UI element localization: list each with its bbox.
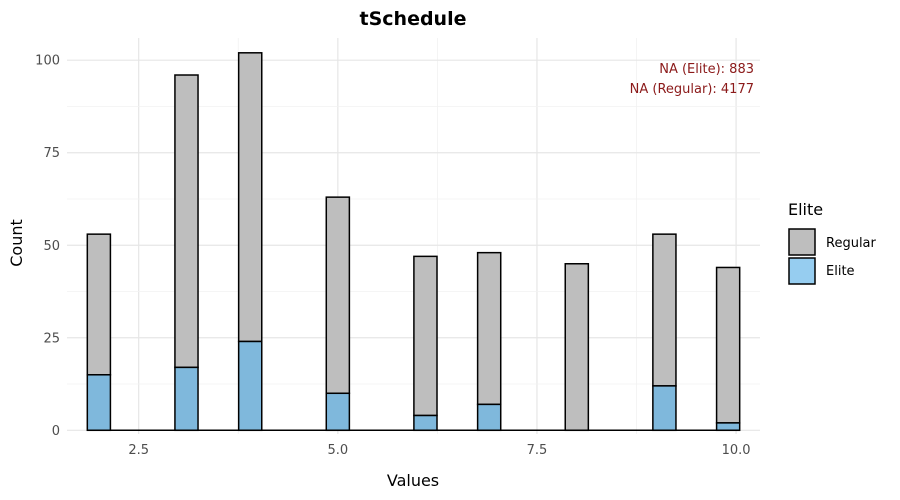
x-tick-label: 7.5: [527, 443, 548, 458]
y-tick-label: 100: [35, 54, 60, 69]
bar-regular: [652, 233, 677, 387]
bar-elite: [325, 392, 351, 432]
bar-elite: [652, 385, 677, 432]
y-tick-label: 75: [43, 146, 60, 161]
x-tick-labels: 2.5 5.0 7.5 10.0: [128, 443, 750, 458]
x-tick-label: 2.5: [128, 443, 149, 458]
bar-elite: [86, 374, 112, 432]
bar-regular: [174, 74, 199, 369]
legend: Elite Regular Elite: [788, 200, 877, 285]
bar-elite: [715, 422, 741, 432]
bar-elite: [237, 340, 263, 432]
x-axis-title: Values: [387, 471, 439, 490]
chart-title: tSchedule: [360, 8, 467, 30]
bar-regular: [325, 196, 351, 395]
legend-title: Elite: [788, 200, 823, 219]
y-tick-label: 0: [52, 424, 60, 439]
bar-regular: [86, 233, 112, 376]
y-tick-label: 50: [43, 239, 60, 254]
y-tick-label: 25: [43, 331, 60, 346]
bar-elite: [413, 414, 438, 432]
bar-elite: [174, 366, 199, 432]
bars: [86, 52, 741, 432]
legend-label-regular: Regular: [826, 236, 877, 251]
y-tick-labels: 0 25 50 75 100: [35, 54, 60, 439]
legend-swatch-elite: [788, 257, 816, 285]
legend-swatch-regular: [788, 228, 816, 256]
annotation-na-elite: NA (Elite): 883: [659, 62, 754, 77]
bar-regular: [715, 266, 741, 424]
bar-elite: [476, 403, 502, 432]
x-tick-label: 10.0: [722, 443, 751, 458]
annotation-na-regular: NA (Regular): 4177: [630, 82, 754, 97]
y-axis-title: Count: [7, 219, 26, 267]
legend-label-elite: Elite: [826, 264, 855, 279]
bar-regular: [237, 52, 263, 343]
bar-regular: [476, 251, 502, 406]
bar-regular: [564, 263, 590, 432]
bar-regular: [413, 255, 438, 417]
x-tick-label: 5.0: [327, 443, 348, 458]
